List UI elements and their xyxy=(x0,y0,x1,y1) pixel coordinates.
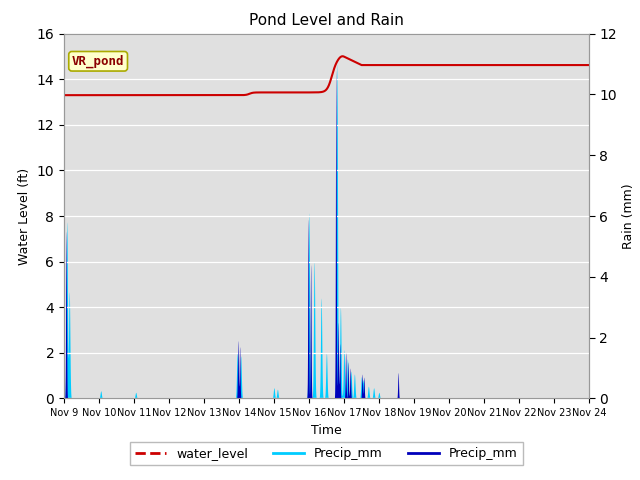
Y-axis label: Water Level (ft): Water Level (ft) xyxy=(18,168,31,264)
Text: VR_pond: VR_pond xyxy=(72,55,124,68)
Y-axis label: Rain (mm): Rain (mm) xyxy=(622,183,636,249)
Legend: water_level, Precip_mm, Precip_mm: water_level, Precip_mm, Precip_mm xyxy=(130,442,523,465)
Title: Pond Level and Rain: Pond Level and Rain xyxy=(249,13,404,28)
X-axis label: Time: Time xyxy=(311,424,342,437)
